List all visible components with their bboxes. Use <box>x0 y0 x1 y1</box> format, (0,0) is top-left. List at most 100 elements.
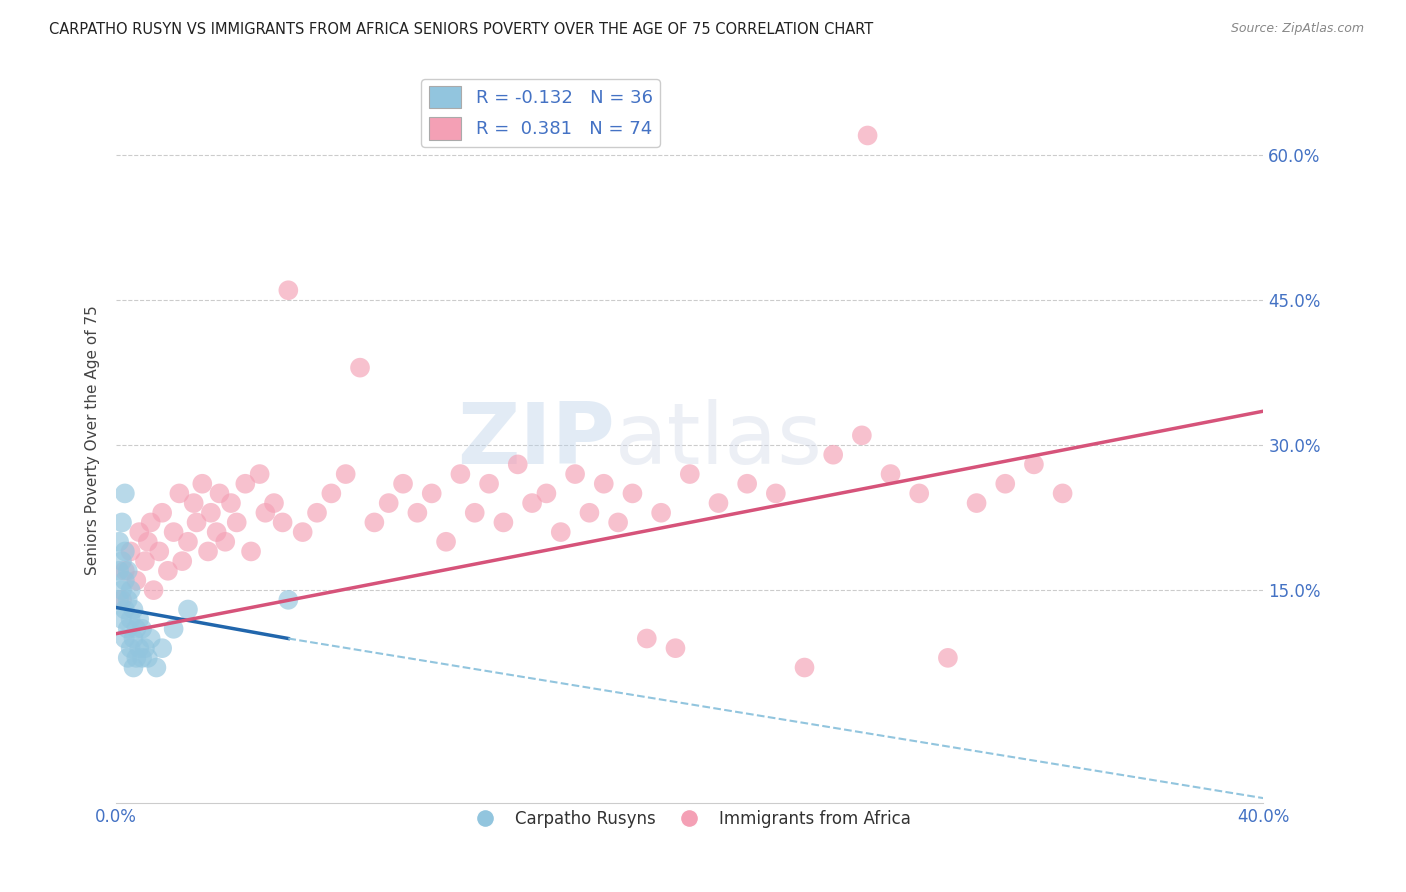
Immigrants from Africa <box>219 496 242 510</box>
Immigrants from Africa <box>114 564 136 578</box>
Carpatho Rusyns <box>114 486 136 500</box>
Carpatho Rusyns <box>117 592 139 607</box>
Immigrants from Africa <box>142 583 165 598</box>
Carpatho Rusyns <box>117 651 139 665</box>
Carpatho Rusyns <box>108 592 131 607</box>
Immigrants from Africa <box>305 506 328 520</box>
Immigrants from Africa <box>335 467 357 481</box>
Immigrants from Africa <box>377 496 399 510</box>
Immigrants from Africa <box>249 467 271 481</box>
Immigrants from Africa <box>908 486 931 500</box>
Immigrants from Africa <box>650 506 672 520</box>
Immigrants from Africa <box>966 496 988 510</box>
Immigrants from Africa <box>492 516 515 530</box>
Carpatho Rusyns <box>120 612 142 626</box>
Carpatho Rusyns <box>111 612 134 626</box>
Carpatho Rusyns <box>120 583 142 598</box>
Carpatho Rusyns <box>125 622 148 636</box>
Immigrants from Africa <box>271 516 294 530</box>
Immigrants from Africa <box>321 486 343 500</box>
Carpatho Rusyns <box>122 632 145 646</box>
Immigrants from Africa <box>856 128 879 143</box>
Carpatho Rusyns <box>177 602 200 616</box>
Immigrants from Africa <box>200 506 222 520</box>
Y-axis label: Seniors Poverty Over the Age of 75: Seniors Poverty Over the Age of 75 <box>86 305 100 575</box>
Immigrants from Africa <box>520 496 543 510</box>
Immigrants from Africa <box>169 486 191 500</box>
Carpatho Rusyns <box>277 592 299 607</box>
Immigrants from Africa <box>191 476 214 491</box>
Immigrants from Africa <box>392 476 415 491</box>
Carpatho Rusyns <box>114 632 136 646</box>
Text: Source: ZipAtlas.com: Source: ZipAtlas.com <box>1230 22 1364 36</box>
Immigrants from Africa <box>120 544 142 558</box>
Immigrants from Africa <box>536 486 558 500</box>
Immigrants from Africa <box>578 506 600 520</box>
Immigrants from Africa <box>879 467 901 481</box>
Immigrants from Africa <box>363 516 385 530</box>
Carpatho Rusyns <box>108 534 131 549</box>
Immigrants from Africa <box>150 506 173 520</box>
Immigrants from Africa <box>434 534 457 549</box>
Immigrants from Africa <box>156 564 179 578</box>
Immigrants from Africa <box>936 651 959 665</box>
Immigrants from Africa <box>134 554 156 568</box>
Immigrants from Africa <box>506 458 529 472</box>
Immigrants from Africa <box>664 641 686 656</box>
Immigrants from Africa <box>183 496 205 510</box>
Immigrants from Africa <box>636 632 658 646</box>
Immigrants from Africa <box>214 534 236 549</box>
Immigrants from Africa <box>707 496 730 510</box>
Carpatho Rusyns <box>134 641 156 656</box>
Immigrants from Africa <box>177 534 200 549</box>
Immigrants from Africa <box>111 592 134 607</box>
Carpatho Rusyns <box>114 574 136 588</box>
Text: CARPATHO RUSYN VS IMMIGRANTS FROM AFRICA SENIORS POVERTY OVER THE AGE OF 75 CORR: CARPATHO RUSYN VS IMMIGRANTS FROM AFRICA… <box>49 22 873 37</box>
Immigrants from Africa <box>406 506 429 520</box>
Carpatho Rusyns <box>131 651 153 665</box>
Carpatho Rusyns <box>117 622 139 636</box>
Immigrants from Africa <box>550 525 572 540</box>
Carpatho Rusyns <box>111 554 134 568</box>
Immigrants from Africa <box>464 506 486 520</box>
Text: atlas: atlas <box>616 399 824 482</box>
Carpatho Rusyns <box>114 544 136 558</box>
Immigrants from Africa <box>148 544 170 558</box>
Immigrants from Africa <box>1052 486 1074 500</box>
Immigrants from Africa <box>621 486 644 500</box>
Immigrants from Africa <box>172 554 194 568</box>
Immigrants from Africa <box>162 525 184 540</box>
Carpatho Rusyns <box>136 651 159 665</box>
Immigrants from Africa <box>128 525 150 540</box>
Immigrants from Africa <box>735 476 758 491</box>
Carpatho Rusyns <box>128 641 150 656</box>
Carpatho Rusyns <box>150 641 173 656</box>
Immigrants from Africa <box>233 476 256 491</box>
Immigrants from Africa <box>205 525 228 540</box>
Carpatho Rusyns <box>128 612 150 626</box>
Carpatho Rusyns <box>111 583 134 598</box>
Carpatho Rusyns <box>114 602 136 616</box>
Carpatho Rusyns <box>111 516 134 530</box>
Immigrants from Africa <box>186 516 208 530</box>
Carpatho Rusyns <box>131 622 153 636</box>
Carpatho Rusyns <box>162 622 184 636</box>
Carpatho Rusyns <box>122 602 145 616</box>
Carpatho Rusyns <box>139 632 162 646</box>
Immigrants from Africa <box>994 476 1017 491</box>
Carpatho Rusyns <box>108 564 131 578</box>
Immigrants from Africa <box>349 360 371 375</box>
Immigrants from Africa <box>851 428 873 442</box>
Immigrants from Africa <box>263 496 285 510</box>
Carpatho Rusyns <box>125 651 148 665</box>
Immigrants from Africa <box>240 544 263 558</box>
Carpatho Rusyns <box>120 641 142 656</box>
Immigrants from Africa <box>208 486 231 500</box>
Immigrants from Africa <box>478 476 501 491</box>
Immigrants from Africa <box>225 516 247 530</box>
Immigrants from Africa <box>136 534 159 549</box>
Carpatho Rusyns <box>122 660 145 674</box>
Immigrants from Africa <box>291 525 314 540</box>
Immigrants from Africa <box>679 467 702 481</box>
Immigrants from Africa <box>823 448 845 462</box>
